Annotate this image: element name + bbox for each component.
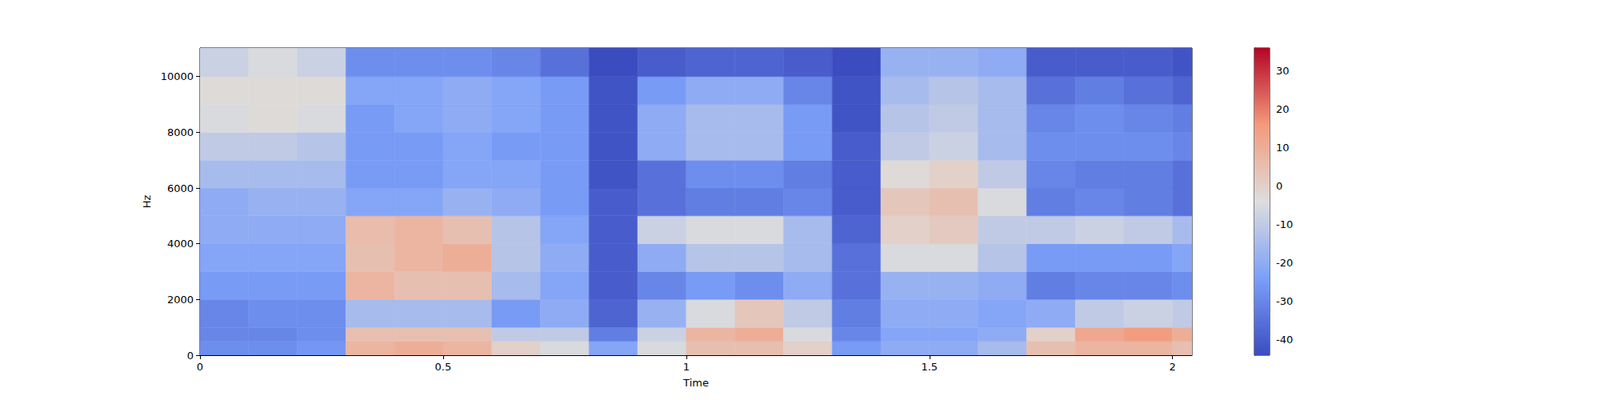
svg-text:10000: 10000: [160, 70, 194, 83]
svg-text:-10: -10: [1276, 218, 1293, 231]
svg-text:20: 20: [1276, 103, 1290, 116]
svg-text:0: 0: [196, 360, 204, 373]
svg-text:0: 0: [187, 349, 194, 362]
svg-text:Time: Time: [682, 376, 709, 389]
svg-text:0.5: 0.5: [435, 360, 452, 373]
svg-text:-30: -30: [1276, 295, 1293, 308]
svg-text:10: 10: [1276, 141, 1290, 154]
svg-text:2: 2: [1169, 360, 1176, 373]
svg-text:6000: 6000: [167, 182, 194, 195]
svg-text:1: 1: [683, 360, 690, 373]
svg-text:4000: 4000: [167, 237, 194, 250]
svg-text:8000: 8000: [167, 126, 194, 139]
svg-text:30: 30: [1276, 64, 1290, 77]
svg-text:2000: 2000: [167, 293, 194, 306]
svg-text:-40: -40: [1276, 333, 1293, 346]
svg-text:1.5: 1.5: [920, 360, 938, 373]
svg-text:Hz: Hz: [140, 195, 153, 209]
svg-text:-20: -20: [1276, 256, 1293, 269]
svg-text:0: 0: [1276, 180, 1283, 192]
